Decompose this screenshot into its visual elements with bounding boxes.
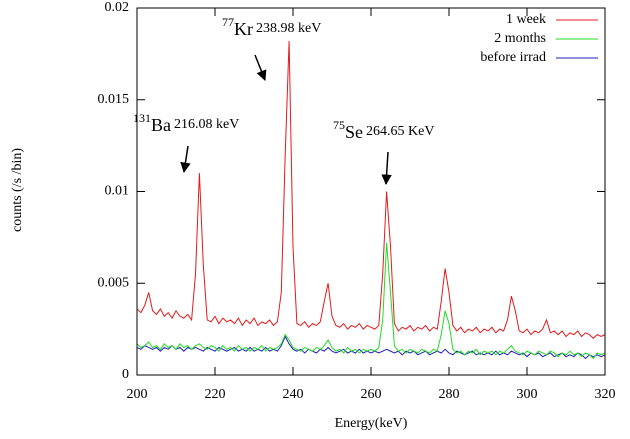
annotation-element: Ba: [151, 115, 171, 135]
annotation-superscript: 77: [222, 15, 234, 29]
x-axis-label: Energy(keV): [335, 416, 408, 431]
annotation-superscript: 75: [333, 118, 345, 132]
annotation-arrow: [180, 145, 191, 174]
annotation-element: Kr: [234, 19, 253, 39]
annotation-superscript: 131: [133, 111, 151, 125]
annotation-energy: 264.65 KeV: [366, 124, 434, 139]
legend-label: 2 months: [494, 31, 546, 46]
y-tick-label: 0: [122, 367, 129, 382]
y-tick-label: 0.015: [98, 92, 130, 107]
series-line: [136, 335, 606, 360]
series-line: [136, 41, 606, 339]
x-tick-label: 240: [283, 387, 304, 402]
annotation-arrow: [381, 151, 392, 186]
x-tick-label: 260: [361, 387, 382, 402]
annotation-arrow: [254, 54, 267, 81]
y-tick-label: 0.01: [105, 184, 130, 199]
annotation: 77Kr 238.98 keV: [222, 15, 321, 39]
x-tick-label: 220: [205, 387, 226, 402]
annotation-energy: 238.98 keV: [256, 21, 321, 36]
y-axis-label: counts (/s /bin): [10, 148, 25, 232]
x-tick-label: 200: [127, 387, 148, 402]
annotation-energy: 216.08 keV: [174, 117, 239, 132]
x-tick-label: 300: [517, 387, 538, 402]
x-tick-label: 280: [439, 387, 460, 402]
x-tick-label: 320: [595, 387, 616, 402]
legend-label: before irrad: [480, 50, 546, 65]
legend-label: 1 week: [506, 12, 546, 27]
annotation: 75Se 264.65 KeV: [333, 118, 434, 142]
y-tick-label: 0.02: [105, 0, 130, 15]
series-line: [136, 242, 606, 360]
annotation: 131Ba 216.08 keV: [133, 111, 239, 135]
annotation-element: Se: [345, 122, 363, 142]
plot-frame: [136, 7, 606, 376]
y-tick-label: 0.005: [98, 275, 130, 290]
